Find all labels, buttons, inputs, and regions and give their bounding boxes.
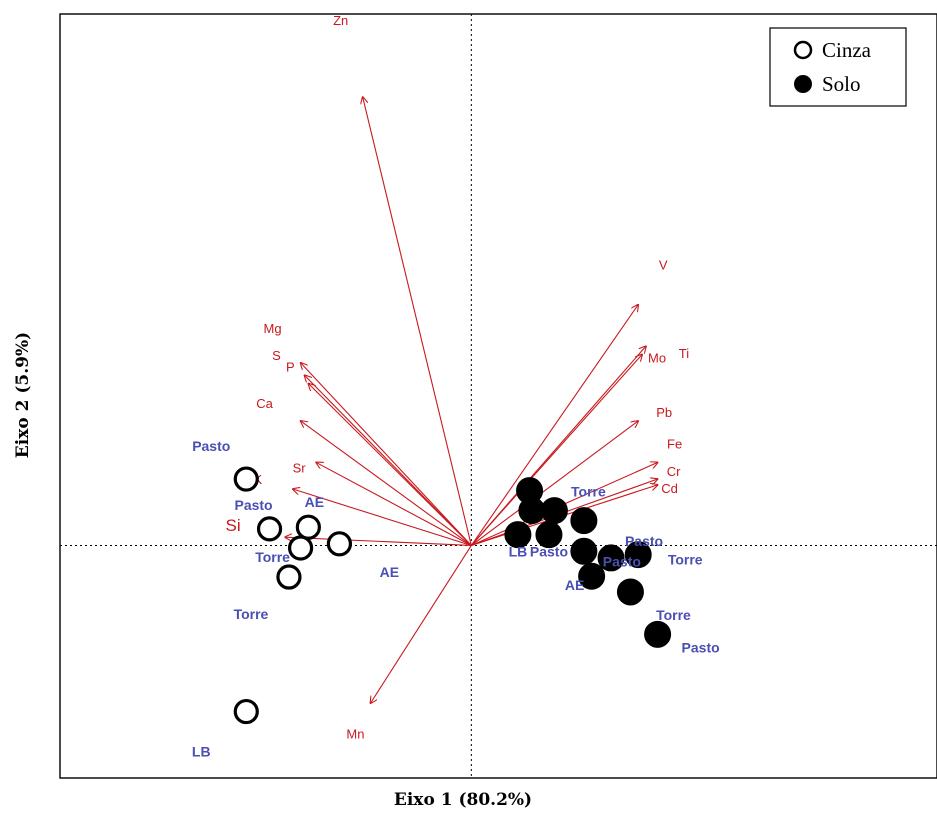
loading-label-ti: Ti <box>679 346 689 361</box>
site-label: Pasto <box>603 553 641 569</box>
site-label: Pasto <box>625 533 663 549</box>
solo-point <box>570 507 598 535</box>
loading-label-mn: Mn <box>346 726 364 741</box>
loading-arrow-mo <box>470 354 642 546</box>
loading-label-mo: Mo <box>648 350 666 365</box>
solo-point <box>644 620 672 648</box>
loading-label-pb: Pb <box>656 405 672 420</box>
site-label: AE <box>565 577 584 593</box>
solo-point <box>624 541 652 569</box>
loading-label-ca: Ca <box>256 396 273 411</box>
site-label: Torre <box>668 552 703 568</box>
cinza-point <box>287 535 314 561</box>
cinza-point <box>276 564 302 590</box>
site-label: Torre <box>255 549 290 565</box>
legend-box <box>769 27 907 107</box>
loading-label-s: S <box>272 348 281 363</box>
loading-arrow-v <box>470 305 638 546</box>
x-axis-title: Eixo 1 (80.2%) <box>394 790 532 810</box>
site-label: Pasto <box>682 639 720 655</box>
loading-arrow-k <box>293 489 472 547</box>
cinza-point <box>233 698 259 725</box>
y-axis-title: Eixo 2 (5.9%) <box>13 332 33 458</box>
loading-label-p: P <box>286 360 295 375</box>
cinza-point <box>326 531 352 557</box>
site-label: Torre <box>656 607 691 623</box>
solo-point <box>570 537 598 565</box>
site-label: Torre <box>234 606 269 622</box>
loading-label-cr: Cr <box>667 464 681 479</box>
cinza-point <box>295 514 321 540</box>
loading-label-si: Si <box>226 516 241 535</box>
cinza-point <box>256 516 283 542</box>
loading-label-cd: Cd <box>661 481 678 496</box>
loading-arrow-sr <box>316 462 472 546</box>
solo-point <box>616 578 644 606</box>
loading-label-v: V <box>659 258 668 273</box>
legend-label-solo: Solo <box>822 72 861 96</box>
loading-arrow-mg <box>301 363 472 546</box>
loading-label-fe: Fe <box>667 436 682 451</box>
site-label: AE <box>305 494 324 510</box>
solo-point <box>540 497 568 525</box>
loading-label-zn: Zn <box>333 13 348 28</box>
loading-arrow-zn <box>363 97 472 546</box>
cinza-point <box>233 466 259 492</box>
legend-open-circle-icon <box>793 40 813 60</box>
legend-label-cinza: Cinza <box>822 38 872 62</box>
loading-arrow-pb <box>471 421 638 546</box>
loading-label-mg: Mg <box>264 321 282 336</box>
loading-arrow-mn <box>370 545 472 703</box>
legend-filled-circle-icon <box>794 75 812 93</box>
plot-frame <box>59 13 937 779</box>
solo-point <box>597 544 625 572</box>
solo-point <box>578 562 606 590</box>
loading-arrow-p <box>308 384 472 546</box>
site-label: Pasto <box>192 438 230 454</box>
solo-point <box>535 521 563 549</box>
loading-vectors: ZnMgSPCaSrKSiMnVTiMoPbFeCrCd <box>226 13 690 741</box>
site-label: LB <box>509 544 528 560</box>
site-label: Pasto <box>234 497 272 513</box>
site-label: Torre <box>571 484 606 500</box>
site-label: Pasto <box>530 544 568 560</box>
legend: Cinza Solo <box>769 27 907 107</box>
score-points <box>233 466 672 725</box>
loading-arrow-si <box>285 537 472 547</box>
loading-arrow-ca <box>301 421 472 546</box>
loading-label-sr: Sr <box>293 460 307 475</box>
site-label: AE <box>380 564 399 580</box>
solo-point <box>504 521 532 549</box>
site-label: LB <box>192 744 211 760</box>
